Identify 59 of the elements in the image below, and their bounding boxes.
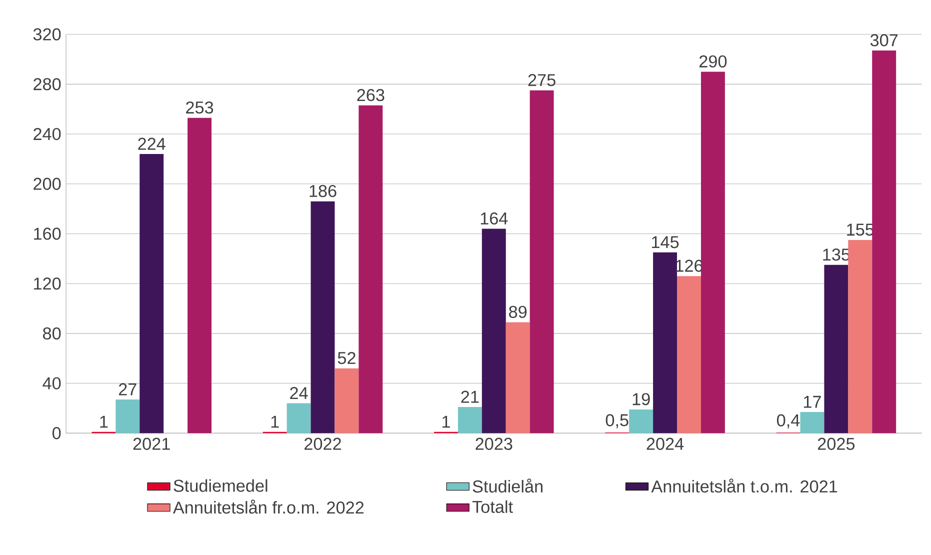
bar bbox=[506, 322, 530, 434]
data-label: 0,5 bbox=[606, 414, 628, 428]
data-label: 19 bbox=[632, 393, 650, 406]
y-tick-label: 320 bbox=[33, 28, 61, 41]
x-tick-label: 2024 bbox=[646, 438, 684, 450]
data-label: 17 bbox=[804, 396, 821, 408]
bar bbox=[116, 400, 140, 434]
data-label: 24 bbox=[290, 387, 308, 400]
bar bbox=[310, 202, 335, 434]
data-label: 253 bbox=[186, 102, 214, 114]
y-tick-label: 120 bbox=[34, 278, 61, 290]
bar bbox=[872, 50, 896, 434]
data-label: 186 bbox=[310, 185, 336, 198]
bar bbox=[482, 228, 506, 434]
bar bbox=[824, 265, 848, 434]
data-label: 1 bbox=[442, 416, 450, 428]
bar bbox=[286, 403, 311, 434]
bar bbox=[530, 90, 554, 434]
y-tick-label: 280 bbox=[34, 78, 61, 90]
bar bbox=[848, 240, 872, 434]
y-tick-label: 240 bbox=[34, 128, 61, 140]
data-label: 290 bbox=[700, 56, 727, 68]
y-tick-label: 40 bbox=[42, 377, 61, 390]
y-tick-label: 0 bbox=[52, 427, 61, 440]
data-label: 1 bbox=[271, 416, 279, 428]
data-label: 145 bbox=[652, 236, 679, 248]
data-label: 21 bbox=[461, 390, 479, 403]
x-tick-label: 2025 bbox=[818, 438, 855, 450]
bar bbox=[188, 118, 212, 434]
bar bbox=[334, 368, 359, 434]
legend-label: Annuitetslån t.o.m. 2021 bbox=[651, 478, 838, 493]
data-label: 27 bbox=[118, 383, 136, 396]
legend-label: Studielån bbox=[472, 478, 542, 493]
data-label: 89 bbox=[509, 306, 527, 318]
data-label: 1 bbox=[100, 416, 108, 428]
legend-label: Studiemedel bbox=[174, 479, 268, 492]
bar bbox=[458, 407, 482, 434]
y-tick-label: 160 bbox=[34, 228, 61, 240]
data-label: 0,4 bbox=[776, 414, 800, 429]
bar bbox=[700, 72, 725, 434]
data-label: 275 bbox=[528, 74, 556, 86]
bar bbox=[653, 252, 678, 434]
data-label: 164 bbox=[480, 212, 508, 225]
bar bbox=[677, 276, 701, 434]
bar bbox=[358, 106, 383, 434]
bar bbox=[629, 410, 654, 434]
y-tick-label: 80 bbox=[43, 328, 61, 340]
y-tick-label: 200 bbox=[34, 178, 61, 190]
x-tick-label: 2021 bbox=[133, 438, 170, 450]
bar bbox=[800, 412, 824, 434]
data-label: 307 bbox=[870, 34, 898, 46]
bar bbox=[140, 154, 164, 434]
legend-label: Annuitetslån fr.o.m. 2022 bbox=[172, 500, 364, 514]
data-label: 263 bbox=[357, 89, 384, 102]
x-tick-label: 2022 bbox=[304, 438, 341, 450]
data-label: 52 bbox=[338, 352, 356, 364]
legend-label: Totalt bbox=[472, 500, 513, 514]
x-tick-label: 2023 bbox=[476, 438, 512, 450]
data-label: 224 bbox=[138, 138, 166, 150]
